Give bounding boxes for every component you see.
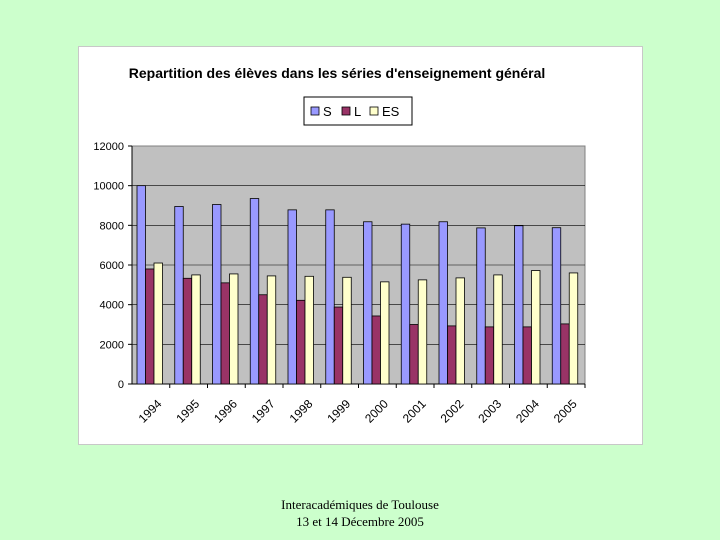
bar-S-2000 bbox=[363, 221, 373, 385]
bar-L-1999 bbox=[333, 306, 344, 385]
bar-S-2004 bbox=[514, 225, 524, 385]
x-tick-label: 2002 bbox=[438, 397, 467, 426]
chart: Repartition des élèves dans les séries d… bbox=[93, 65, 586, 426]
bar-S-2002 bbox=[438, 221, 448, 385]
bar-S-1998 bbox=[287, 209, 297, 385]
bar-L-2002 bbox=[447, 325, 457, 385]
y-tick-label: 12000 bbox=[93, 141, 124, 153]
bar-L-1998 bbox=[296, 299, 306, 385]
legend-box bbox=[303, 96, 413, 126]
x-tick-label: 1999 bbox=[324, 397, 353, 426]
bar-S-1995 bbox=[174, 206, 184, 385]
bar-S-1997 bbox=[249, 198, 260, 385]
y-tick-label: 2000 bbox=[100, 339, 124, 351]
bar-ES-1994 bbox=[153, 262, 163, 385]
footer-line-1: Interacadémiques de Toulouse bbox=[281, 497, 439, 512]
x-tick-label: 2004 bbox=[513, 397, 542, 426]
legend-label-S: S bbox=[323, 104, 332, 119]
x-tick-label: 2000 bbox=[362, 397, 391, 426]
bar-ES-1996 bbox=[229, 273, 239, 385]
chart-frame: Repartition des élèves dans les séries d… bbox=[78, 46, 643, 445]
x-tick-label: 1994 bbox=[136, 397, 165, 426]
bar-ES-2001 bbox=[417, 279, 428, 385]
bar-ES-1997 bbox=[266, 275, 277, 385]
bar-ES-1999 bbox=[342, 276, 352, 385]
legend-swatch-S bbox=[310, 106, 320, 116]
bar-S-1999 bbox=[325, 209, 335, 385]
bar-ES-2005 bbox=[568, 272, 579, 385]
bar-ES-2003 bbox=[493, 274, 503, 385]
x-tick-label: 2003 bbox=[475, 397, 504, 426]
x-tick-label: 1997 bbox=[249, 397, 278, 426]
bar-S-2005 bbox=[551, 227, 562, 385]
bar-S-2001 bbox=[400, 223, 411, 385]
footer-line-2: 13 et 14 Décembre 2005 bbox=[296, 514, 424, 529]
bar-L-1994 bbox=[145, 268, 155, 385]
bar-L-2001 bbox=[409, 324, 419, 385]
legend-swatch-L bbox=[341, 106, 351, 116]
y-tick-label: 4000 bbox=[100, 300, 124, 312]
x-tick-label: 2001 bbox=[400, 397, 429, 426]
bar-L-2005 bbox=[560, 323, 570, 385]
bar-L-2000 bbox=[371, 315, 381, 385]
chart-title: Repartition des élèves dans les séries d… bbox=[129, 65, 546, 81]
x-tick-label: 1995 bbox=[173, 397, 202, 426]
bar-L-2003 bbox=[484, 326, 495, 385]
bar-L-1997 bbox=[258, 294, 268, 385]
bar-S-1996 bbox=[212, 204, 222, 385]
bar-ES-1998 bbox=[304, 275, 314, 385]
legend-label-L: L bbox=[354, 104, 361, 119]
y-tick-label: 6000 bbox=[100, 260, 124, 272]
bar-S-1994 bbox=[136, 185, 146, 385]
bar-ES-2002 bbox=[455, 277, 465, 385]
y-tick-label: 8000 bbox=[100, 220, 124, 232]
y-tick-label: 10000 bbox=[93, 181, 124, 193]
bar-L-1995 bbox=[182, 277, 193, 385]
legend: S L ES bbox=[303, 96, 413, 126]
bar-ES-2000 bbox=[380, 281, 390, 385]
bar-L-2004 bbox=[522, 326, 532, 385]
bar-L-1996 bbox=[220, 282, 230, 385]
bar-ES-1995 bbox=[191, 274, 201, 385]
footer: Interacadémiques de Toulouse 13 et 14 Dé… bbox=[0, 496, 720, 530]
plot-area: 0 2000 4000 6000 8000 10000 12000 1994 1995 1996 1… bbox=[93, 141, 586, 426]
bar-S-2003 bbox=[476, 227, 486, 385]
y-tick-label: 0 bbox=[118, 379, 124, 391]
bar-ES-2004 bbox=[531, 270, 541, 385]
legend-label-ES: ES bbox=[382, 104, 400, 119]
x-tick-label: 1998 bbox=[287, 397, 316, 426]
x-tick-label: 1996 bbox=[211, 397, 240, 426]
legend-swatch-ES bbox=[369, 106, 379, 116]
x-tick-label: 2005 bbox=[551, 397, 580, 426]
